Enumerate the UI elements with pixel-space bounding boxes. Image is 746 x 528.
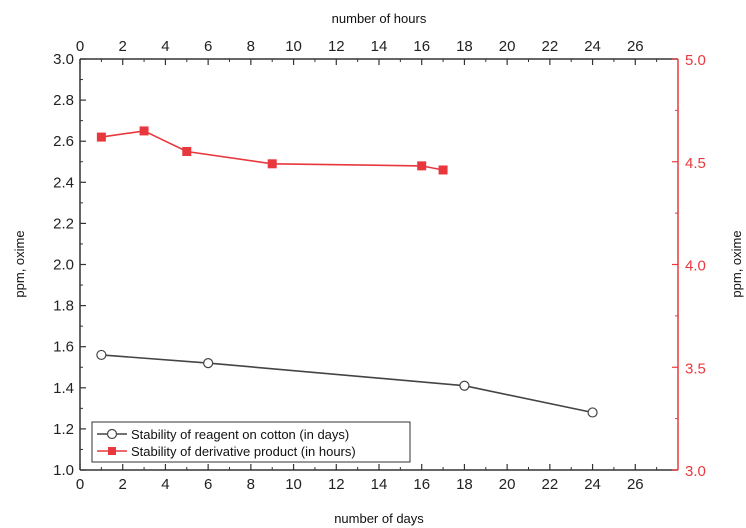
x-top-tick-label: 18 — [456, 38, 473, 55]
x-bottom-tick-label: 6 — [204, 476, 212, 493]
x-top-tick-label: 26 — [627, 38, 644, 55]
x-bottom-tick-label: 0 — [76, 476, 84, 493]
y-left-tick-label: 2.4 — [53, 174, 74, 191]
x-bottom-tick-label: 20 — [499, 476, 516, 493]
data-point-square — [139, 126, 149, 136]
legend-marker-derivative — [108, 447, 116, 455]
series-layer — [96, 126, 598, 418]
x-bottom-tick-label: 22 — [542, 476, 559, 493]
x-top-tick-label: 20 — [499, 38, 516, 55]
x-bottom-tick-label: 4 — [161, 476, 169, 493]
x-top-tick-label: 16 — [413, 38, 430, 55]
x-top-tick-label: 24 — [584, 38, 601, 55]
y-axis-right-title: ppm, oxime — [729, 230, 744, 297]
y-right-tick-label: 4.5 — [685, 155, 706, 172]
y-left-tick-label: 1.6 — [53, 339, 74, 356]
y-left-tick-label: 1.0 — [53, 462, 74, 479]
data-point-square — [417, 161, 427, 171]
legend-label-derivative: Stability of derivative product (in hour… — [131, 444, 356, 459]
x-top-tick-label: 14 — [371, 38, 388, 55]
y-left-tick-label: 1.4 — [53, 380, 74, 397]
legend-marker-reagent — [106, 428, 118, 440]
axis-ticks: 0022446688101012121414161618182020222224… — [53, 38, 706, 493]
x-top-tick-label: 2 — [119, 38, 127, 55]
x-top-tick-label: 10 — [285, 38, 302, 55]
legend-label-reagent: Stability of reagent on cotton (in days) — [131, 427, 349, 442]
x-bottom-tick-label: 16 — [413, 476, 430, 493]
x-axis-top-title: number of hours — [332, 11, 427, 26]
y-left-tick-label: 2.6 — [53, 133, 74, 150]
series-line-0 — [101, 354, 593, 414]
legend: Stability of reagent on cotton (in days)… — [91, 421, 411, 463]
data-point-square — [438, 165, 448, 175]
x-top-tick-label: 8 — [247, 38, 255, 55]
data-point-square — [182, 146, 192, 156]
x-top-tick-label: 12 — [328, 38, 345, 55]
data-point-square — [96, 132, 106, 142]
y-right-tick-label: 5.0 — [685, 52, 706, 69]
x-top-tick-label: 0 — [76, 38, 84, 55]
x-top-tick-label: 4 — [161, 38, 169, 55]
y-right-tick-label: 3.0 — [685, 463, 706, 480]
x-top-tick-label: 22 — [542, 38, 559, 55]
data-point-square — [267, 159, 277, 169]
data-point-circle — [203, 358, 214, 369]
data-point-circle — [96, 349, 107, 361]
legend-box — [91, 421, 411, 463]
x-axis-bottom-title: number of days — [334, 511, 424, 526]
x-bottom-tick-label: 24 — [584, 476, 601, 493]
x-top-tick-label: 6 — [204, 38, 212, 55]
data-point-circle — [587, 407, 598, 418]
y-axis-left-title: ppm, oxime — [12, 230, 27, 297]
x-bottom-tick-label: 12 — [328, 476, 345, 493]
x-bottom-tick-label: 8 — [247, 476, 255, 493]
y-left-tick-label: 2.8 — [53, 92, 74, 109]
y-left-tick-label: 2.0 — [53, 257, 74, 274]
y-right-tick-label: 4.0 — [685, 258, 706, 275]
x-bottom-tick-label: 18 — [456, 476, 473, 493]
x-bottom-tick-label: 14 — [371, 476, 388, 493]
y-left-tick-label: 1.8 — [53, 298, 74, 315]
x-bottom-tick-label: 2 — [119, 476, 127, 493]
y-left-tick-label: 3.0 — [53, 51, 74, 68]
y-left-tick-label: 2.2 — [53, 215, 74, 232]
y-left-tick-label: 1.2 — [53, 421, 74, 438]
x-bottom-tick-label: 10 — [285, 476, 302, 493]
x-bottom-tick-label: 26 — [627, 476, 644, 493]
data-point-circle — [459, 380, 470, 391]
plot-area — [79, 58, 679, 471]
y-right-tick-label: 3.5 — [685, 360, 706, 377]
